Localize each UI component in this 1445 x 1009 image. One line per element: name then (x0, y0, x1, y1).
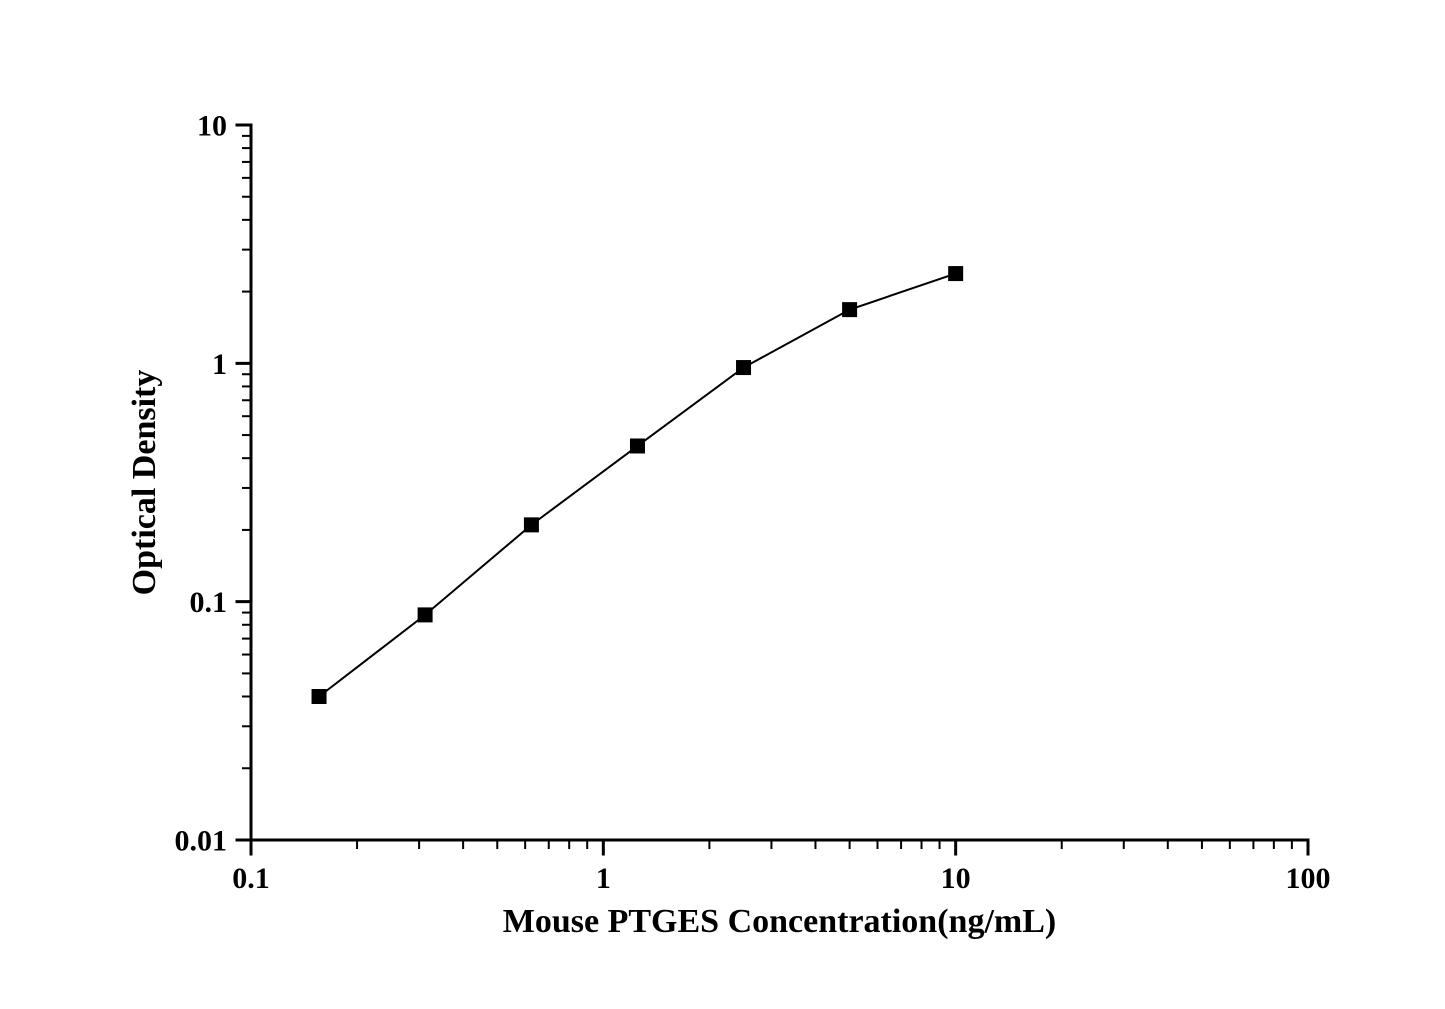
y-tick-label: 1 (212, 348, 227, 381)
y-tick-label: 0.01 (175, 825, 228, 858)
chart-container: 0.11101000.010.1110 Mouse PTGES Concentr… (0, 0, 1445, 1009)
chart-svg: 0.11101000.010.1110 Mouse PTGES Concentr… (0, 0, 1445, 1009)
data-marker (524, 518, 538, 532)
data-marker (312, 690, 326, 704)
chart-background (0, 0, 1445, 1009)
x-tick-label: 1 (596, 862, 611, 895)
x-tick-label: 10 (941, 862, 971, 895)
x-tick-label: 100 (1286, 862, 1331, 895)
y-tick-label: 10 (197, 110, 227, 143)
data-marker (843, 303, 857, 317)
y-tick-label: 0.1 (190, 586, 228, 619)
data-marker (949, 267, 963, 281)
data-marker (418, 608, 432, 622)
x-tick-label: 0.1 (232, 862, 270, 895)
y-axis-label: Optical Density (126, 370, 163, 596)
x-axis-label: Mouse PTGES Concentration(ng/mL) (503, 903, 1056, 940)
data-marker (737, 361, 751, 375)
data-marker (630, 439, 644, 453)
